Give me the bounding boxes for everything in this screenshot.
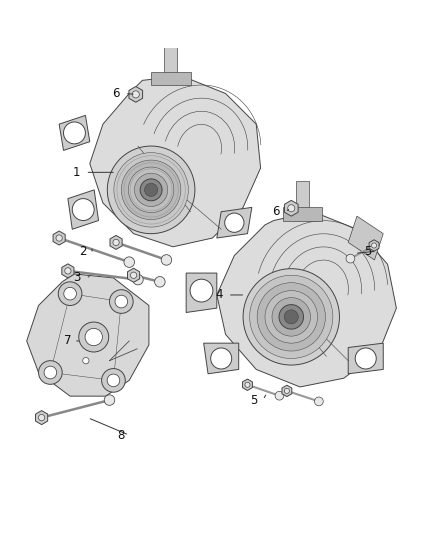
- Circle shape: [257, 282, 325, 351]
- Circle shape: [245, 382, 250, 387]
- Circle shape: [39, 361, 62, 384]
- Circle shape: [225, 213, 244, 232]
- Polygon shape: [68, 190, 99, 229]
- Circle shape: [64, 287, 76, 300]
- Circle shape: [113, 239, 119, 246]
- Circle shape: [85, 328, 102, 346]
- Text: 1: 1: [73, 166, 81, 179]
- Polygon shape: [204, 343, 239, 374]
- Polygon shape: [62, 264, 74, 278]
- Circle shape: [284, 389, 290, 393]
- Text: 6: 6: [112, 87, 120, 100]
- Text: 4: 4: [215, 288, 223, 302]
- Polygon shape: [151, 71, 191, 85]
- Polygon shape: [283, 207, 322, 221]
- Circle shape: [102, 368, 125, 392]
- Circle shape: [346, 254, 355, 263]
- Polygon shape: [27, 274, 149, 396]
- Polygon shape: [127, 268, 140, 282]
- Circle shape: [132, 91, 139, 98]
- Circle shape: [110, 290, 133, 313]
- Circle shape: [121, 160, 181, 220]
- Circle shape: [131, 272, 137, 278]
- Polygon shape: [282, 385, 292, 397]
- Polygon shape: [90, 76, 261, 247]
- Circle shape: [65, 268, 71, 274]
- Polygon shape: [164, 45, 177, 80]
- Circle shape: [279, 304, 304, 329]
- Polygon shape: [284, 200, 298, 216]
- Circle shape: [107, 146, 195, 233]
- Polygon shape: [59, 115, 90, 150]
- Circle shape: [284, 310, 298, 324]
- Circle shape: [79, 322, 109, 352]
- Circle shape: [134, 173, 168, 206]
- Text: 3: 3: [73, 271, 80, 284]
- Text: 6: 6: [272, 205, 280, 218]
- Text: 5: 5: [251, 393, 258, 407]
- Circle shape: [64, 122, 85, 144]
- Circle shape: [211, 348, 232, 369]
- Circle shape: [161, 255, 172, 265]
- Circle shape: [371, 243, 377, 248]
- Circle shape: [58, 282, 82, 305]
- Circle shape: [288, 205, 295, 212]
- Polygon shape: [129, 86, 143, 102]
- Circle shape: [275, 391, 284, 400]
- Polygon shape: [110, 236, 122, 249]
- Polygon shape: [243, 379, 252, 391]
- Polygon shape: [296, 181, 309, 216]
- Polygon shape: [186, 273, 217, 312]
- Circle shape: [265, 290, 318, 343]
- Circle shape: [104, 395, 115, 405]
- Polygon shape: [369, 240, 379, 251]
- Text: 7: 7: [64, 335, 72, 348]
- Text: 2: 2: [79, 245, 87, 257]
- Circle shape: [250, 275, 333, 359]
- Circle shape: [190, 279, 213, 302]
- Circle shape: [314, 397, 323, 406]
- Circle shape: [83, 358, 89, 364]
- Circle shape: [128, 167, 174, 213]
- Polygon shape: [35, 410, 48, 425]
- Circle shape: [133, 274, 143, 285]
- Circle shape: [115, 295, 127, 308]
- Polygon shape: [53, 231, 65, 245]
- Circle shape: [114, 152, 188, 227]
- Circle shape: [243, 269, 339, 365]
- Circle shape: [107, 374, 120, 386]
- Circle shape: [155, 277, 165, 287]
- Circle shape: [39, 415, 45, 421]
- Polygon shape: [217, 207, 252, 238]
- Circle shape: [72, 199, 94, 221]
- Circle shape: [140, 179, 162, 201]
- Circle shape: [124, 257, 134, 268]
- Circle shape: [355, 348, 376, 369]
- Circle shape: [56, 235, 62, 241]
- Circle shape: [272, 297, 311, 336]
- Circle shape: [145, 183, 158, 197]
- Text: 5: 5: [364, 245, 371, 257]
- Polygon shape: [348, 216, 383, 260]
- Text: 8: 8: [117, 429, 124, 442]
- Circle shape: [44, 366, 57, 379]
- Polygon shape: [217, 212, 396, 387]
- Polygon shape: [348, 343, 383, 374]
